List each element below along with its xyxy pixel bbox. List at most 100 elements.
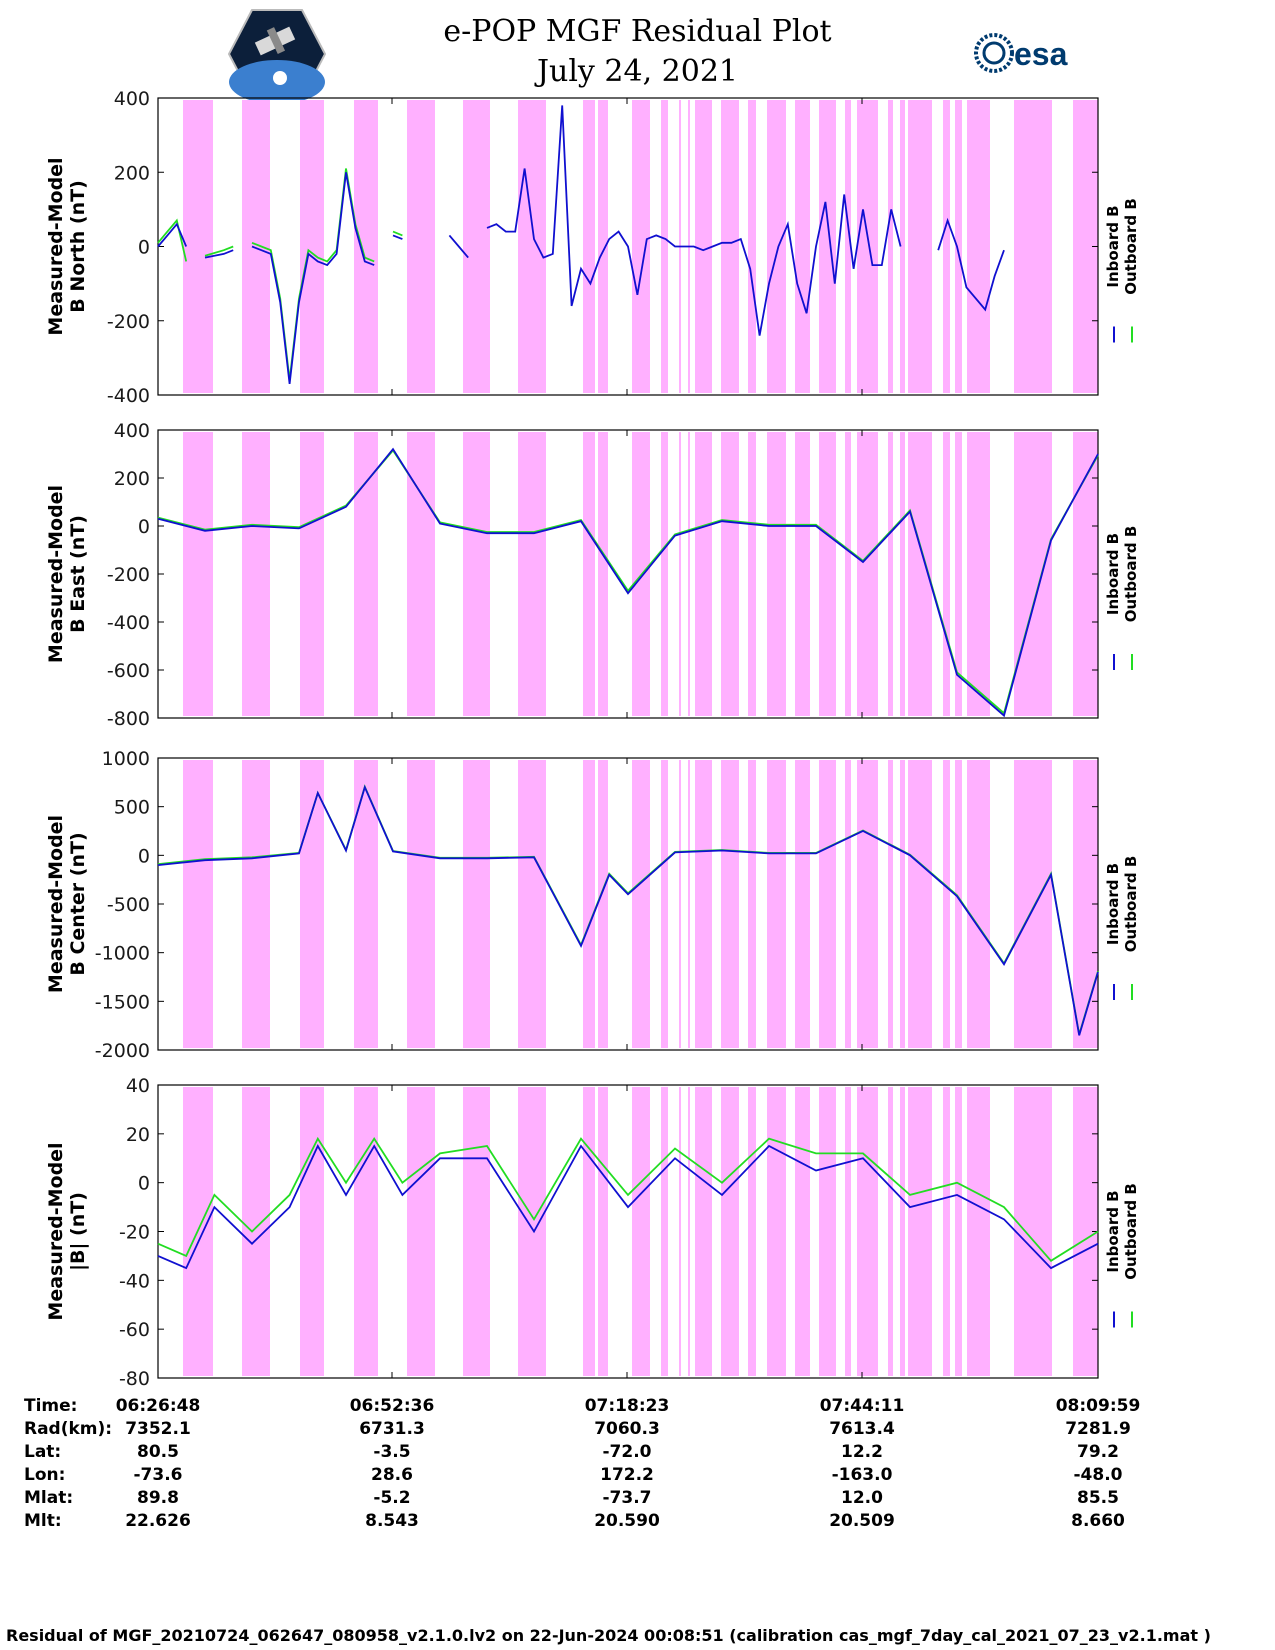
gap-band	[721, 432, 739, 716]
y-tick-label: 40	[126, 1075, 150, 1097]
gap-band	[900, 1087, 905, 1376]
gap-band	[661, 1087, 668, 1376]
gap-band	[354, 432, 378, 716]
info-cell: -163.0	[831, 1465, 893, 1485]
y-tick-label: 0	[138, 516, 150, 538]
gap-band	[688, 760, 690, 1048]
gap-band	[748, 432, 756, 716]
y-tick-label: -500	[107, 894, 150, 916]
info-cell: -72.0	[602, 1442, 652, 1462]
gap-band	[695, 760, 712, 1048]
legend-outboard: Outboard B	[1122, 198, 1140, 295]
gap-band	[857, 1087, 878, 1376]
gap-band	[955, 1087, 962, 1376]
info-cell: 12.0	[841, 1488, 883, 1508]
gap-band	[748, 760, 756, 1048]
y-tick-label: -1500	[95, 991, 150, 1013]
gap-band	[463, 432, 490, 716]
y-tick-label: 200	[114, 162, 150, 184]
gap-band	[857, 432, 878, 716]
info-cell: -5.2	[373, 1488, 411, 1508]
gap-band	[1014, 100, 1052, 393]
info-cell: 12.2	[841, 1442, 883, 1462]
gap-band	[300, 100, 324, 393]
gap-band	[748, 100, 756, 393]
gap-band	[1014, 760, 1052, 1048]
gap-band	[767, 760, 786, 1048]
gap-band	[183, 760, 213, 1048]
info-row-label: Rad(km):	[24, 1419, 113, 1439]
gap-band	[679, 760, 681, 1048]
legend-outboard: Outboard B	[1122, 856, 1140, 953]
gap-band	[857, 760, 878, 1048]
info-cell: 6731.3	[359, 1419, 425, 1439]
gap-band	[183, 100, 213, 393]
y-tick-label: -60	[119, 1319, 150, 1341]
info-cell: 8.543	[365, 1511, 419, 1531]
gap-band	[845, 100, 851, 393]
cassiope-logo	[228, 9, 326, 100]
gap-band	[518, 100, 546, 393]
gap-band	[598, 432, 608, 716]
info-cell: -73.7	[602, 1488, 652, 1508]
series-line-inboard	[157, 105, 1005, 385]
gap-band	[463, 100, 490, 393]
y-tick-label: -40	[119, 1270, 150, 1292]
gap-band	[857, 100, 878, 393]
legend-inboard: Inboard B	[1104, 1190, 1122, 1272]
gap-band	[795, 760, 810, 1048]
gap-band	[888, 432, 893, 716]
y-tick-label: 500	[114, 797, 150, 819]
y-tick-label: 200	[114, 468, 150, 490]
info-cell: 85.5	[1077, 1488, 1119, 1508]
gap-band	[900, 100, 905, 393]
y-tick-label: -400	[107, 385, 150, 407]
gap-band	[598, 100, 608, 393]
gap-band	[695, 432, 712, 716]
y-tick-label: 0	[138, 845, 150, 867]
series-line-inboard	[157, 784, 1099, 1036]
info-cell: 22.626	[125, 1511, 191, 1531]
gap-band	[721, 100, 739, 393]
gap-band	[661, 432, 668, 716]
gap-band	[300, 1087, 324, 1376]
gap-band	[407, 1087, 435, 1376]
gap-band	[819, 1087, 836, 1376]
gap-band	[407, 432, 435, 716]
gap-band	[967, 760, 990, 1048]
gap-band	[632, 100, 650, 393]
gap-band	[908, 100, 932, 393]
gap-band	[583, 432, 595, 716]
legend-outboard: Outboard B	[1122, 526, 1140, 623]
gap-band	[845, 1087, 851, 1376]
gap-band	[632, 760, 650, 1048]
gap-band	[955, 760, 962, 1048]
gap-band	[908, 760, 932, 1048]
y-tick-label: -80	[119, 1368, 150, 1390]
gap-band	[679, 432, 681, 716]
info-cell: 7281.9	[1065, 1419, 1131, 1439]
chart-date: July 24, 2021	[536, 54, 739, 89]
gap-band	[407, 760, 435, 1048]
info-cell: 08:09:59	[1055, 1396, 1141, 1416]
gap-band	[943, 1087, 950, 1376]
y-tick-label: 0	[138, 237, 150, 259]
gap-band	[300, 760, 324, 1048]
gap-band	[300, 432, 324, 716]
info-cell: 07:18:23	[584, 1396, 670, 1416]
panel-4: 40 20 0 -20 -40 -60 -80 Measured-Model|B| (nT) I…	[45, 1075, 1140, 1390]
gap-band	[695, 100, 712, 393]
info-cell: 7352.1	[125, 1419, 191, 1439]
gap-band	[583, 100, 595, 393]
y-tick-label: 400	[114, 420, 150, 442]
gap-band	[908, 1087, 932, 1376]
info-cell: 7613.4	[829, 1419, 895, 1439]
info-cell: -3.5	[373, 1442, 411, 1462]
y-tick-label: -400	[107, 612, 150, 634]
info-cell: -48.0	[1073, 1465, 1123, 1485]
y-axis-label: Measured-ModelB Center (nT)	[45, 815, 89, 993]
gap-band	[845, 432, 851, 716]
gap-band	[888, 760, 893, 1048]
gap-band	[819, 100, 836, 393]
